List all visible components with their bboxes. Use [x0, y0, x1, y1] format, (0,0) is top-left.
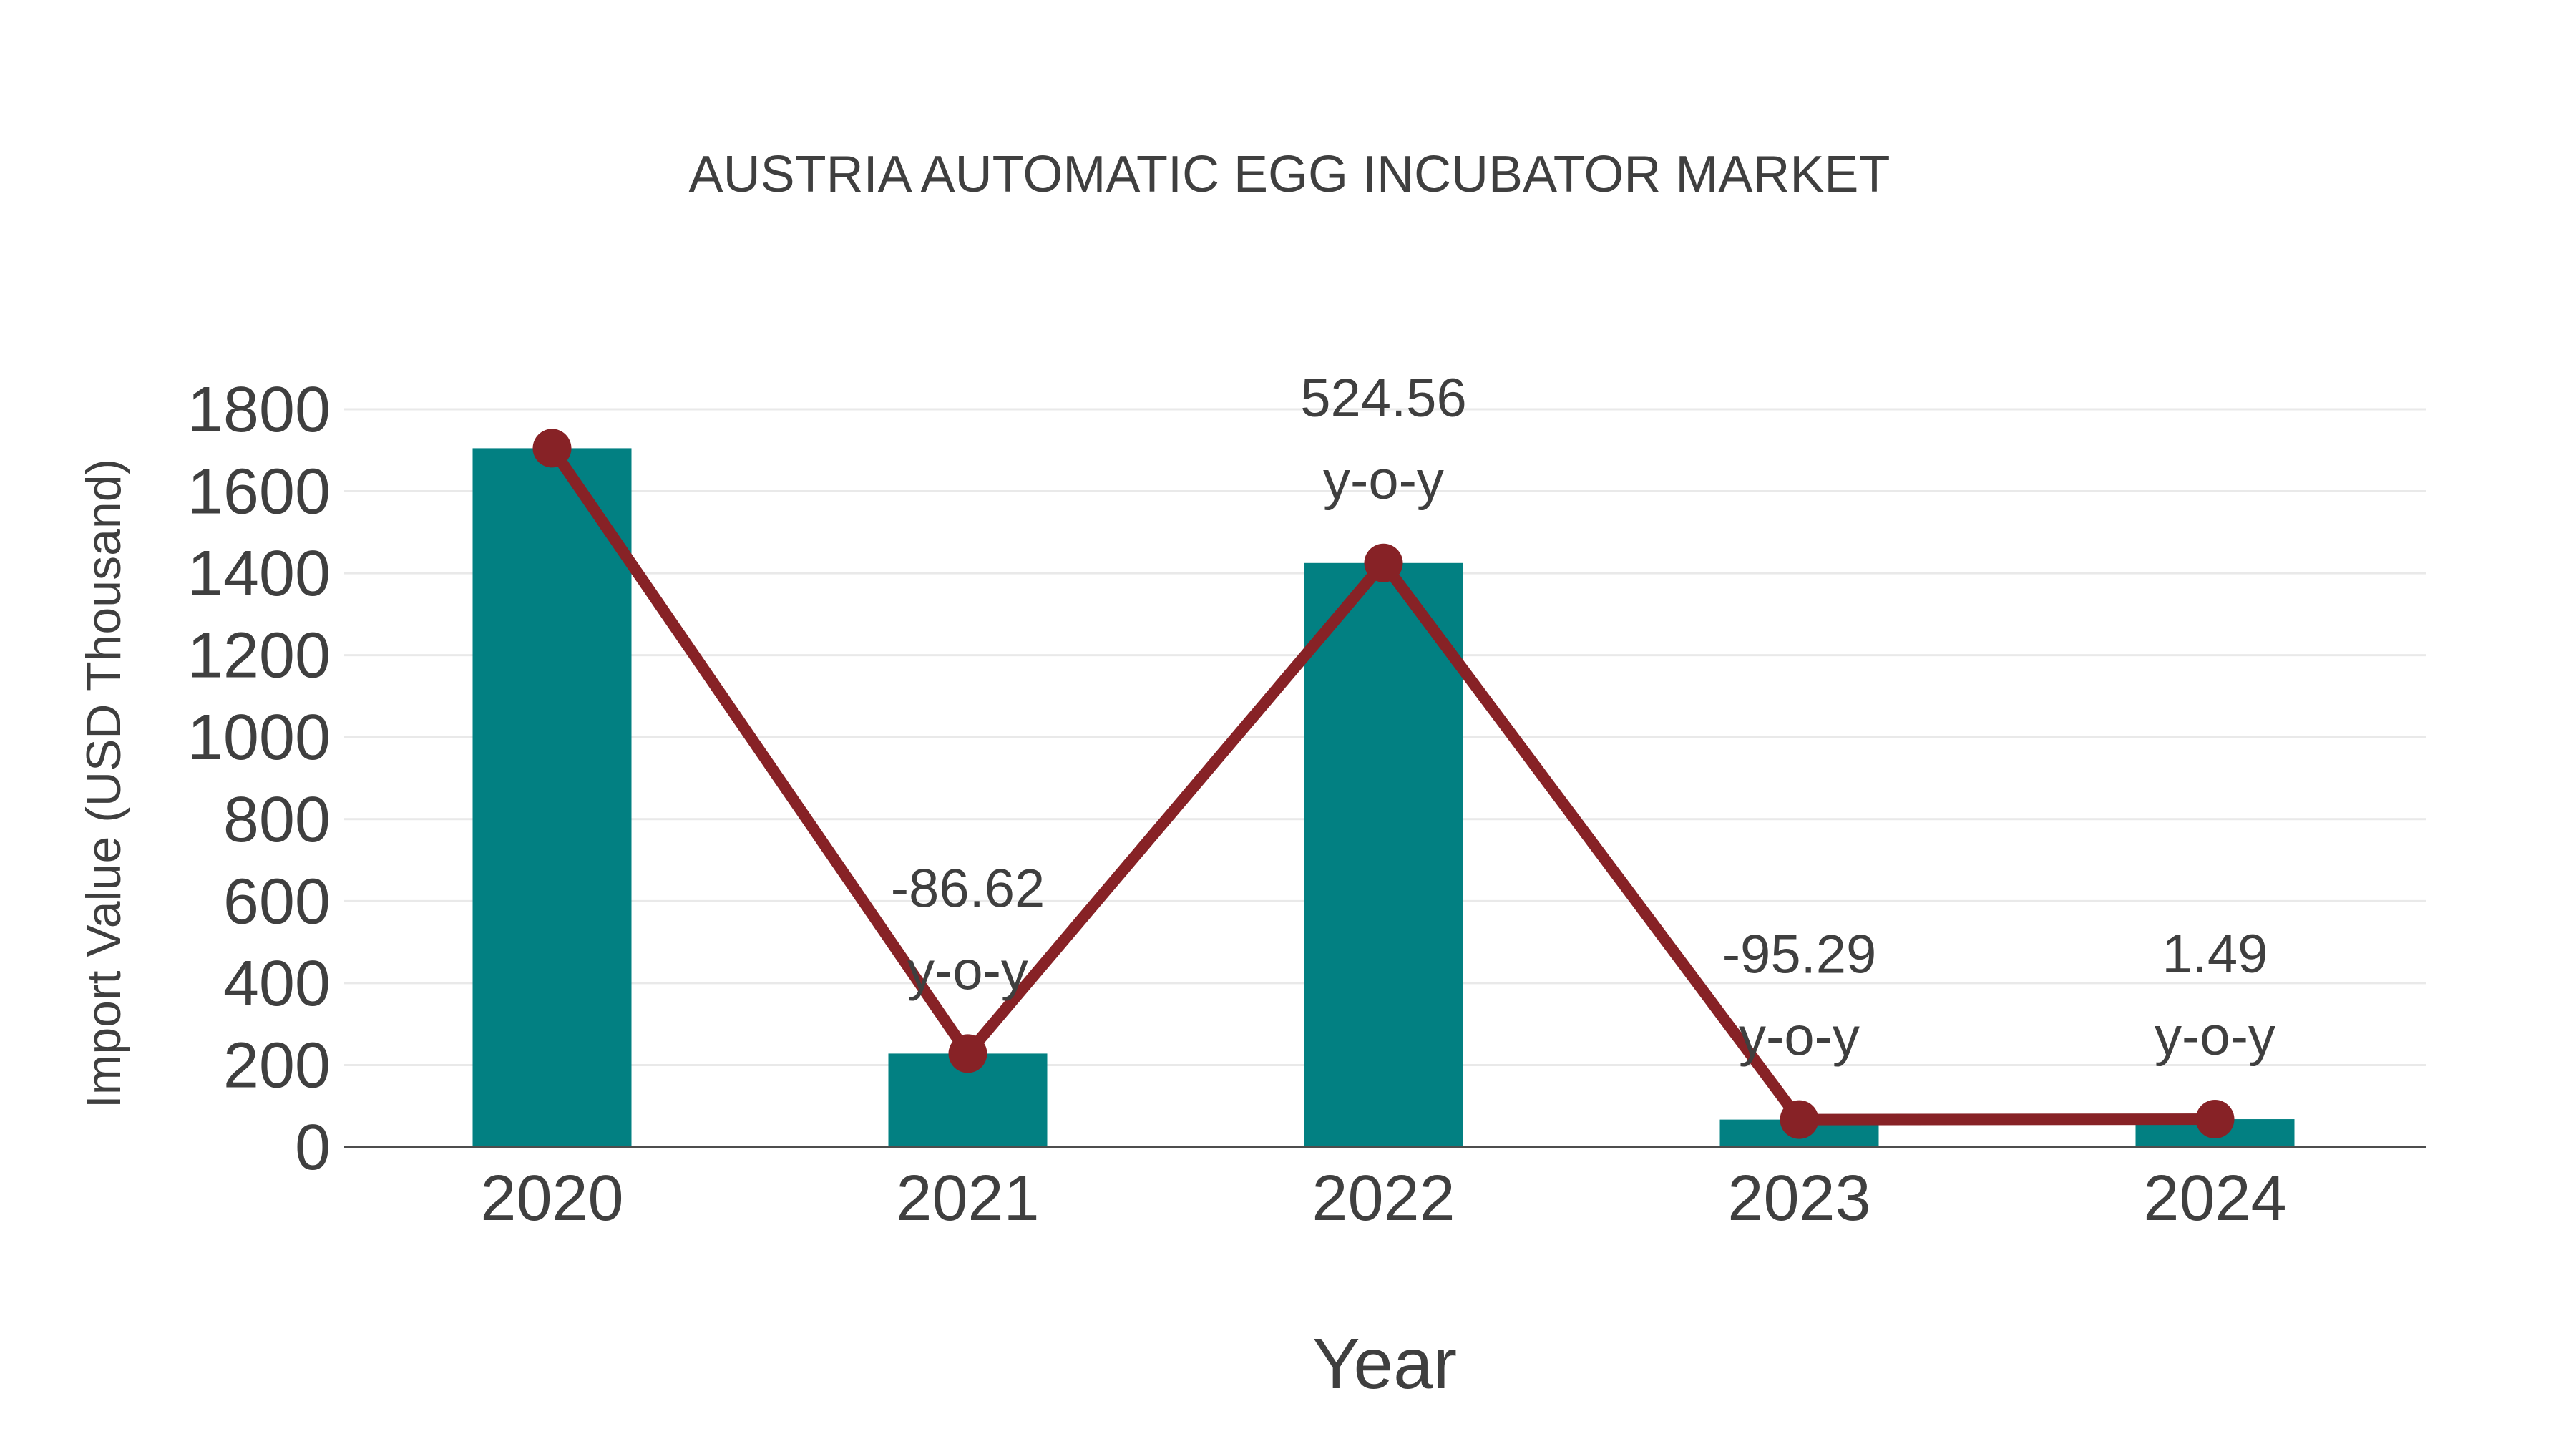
x-tick-label: 2020 [480, 1163, 623, 1234]
y-tick-label: 1800 [187, 374, 331, 446]
x-tick-label: 2024 [2143, 1163, 2286, 1234]
y-tick-label: 400 [223, 948, 331, 1020]
line-markers [532, 429, 2235, 1139]
x-tick-label: 2021 [896, 1163, 1039, 1234]
y-tick-label: 1400 [187, 538, 331, 610]
line-marker [2195, 1100, 2235, 1139]
yoy-value-label: 524.56 [1300, 368, 1466, 429]
line-marker [1364, 543, 1403, 582]
x-tick-label: 2022 [1312, 1163, 1455, 1234]
y-axis-title: Import Value (USD Thousand) [77, 459, 131, 1108]
bar-series [472, 448, 2295, 1147]
line-marker [948, 1034, 987, 1073]
yoy-suffix-label: y-o-y [1323, 450, 1444, 511]
yoy-annotations: -86.62 y-o-y 524.56 y-o-y -95.29 y-o-y 1.49 y-o… [891, 368, 2275, 1068]
y-tick-label: 600 [223, 866, 331, 937]
line-marker [532, 429, 572, 468]
chart-title: AUSTRIA AUTOMATIC EGG INCUBATOR MARKET [689, 146, 1890, 203]
y-tick-label: 1600 [187, 457, 331, 528]
yoy-suffix-label: y-o-y [2155, 1006, 2275, 1067]
bar [1304, 562, 1463, 1147]
line-marker [1780, 1100, 1819, 1139]
y-tick-label: 800 [223, 784, 331, 856]
y-tick-label: 1200 [187, 620, 331, 692]
x-tick-label: 2023 [1727, 1163, 1870, 1234]
yoy-suffix-label: y-o-y [907, 940, 1028, 1001]
yoy-suffix-label: y-o-y [1739, 1007, 1860, 1068]
x-axis-tick-labels: 2020 2021 2022 2023 2024 [480, 1163, 2286, 1234]
yoy-value-label: -95.29 [1722, 924, 1877, 985]
y-tick-label: 200 [223, 1030, 331, 1101]
yoy-value-label: 1.49 [2162, 924, 2268, 985]
yoy-value-label: -86.62 [891, 858, 1045, 919]
y-tick-label: 1000 [187, 702, 331, 774]
y-tick-label: 0 [295, 1112, 331, 1184]
x-axis-title: Year [1312, 1324, 1457, 1404]
y-axis-tick-labels: 0 200 400 600 800 1000 1200 1400 1600 1800 [187, 374, 331, 1184]
bar [472, 448, 632, 1147]
